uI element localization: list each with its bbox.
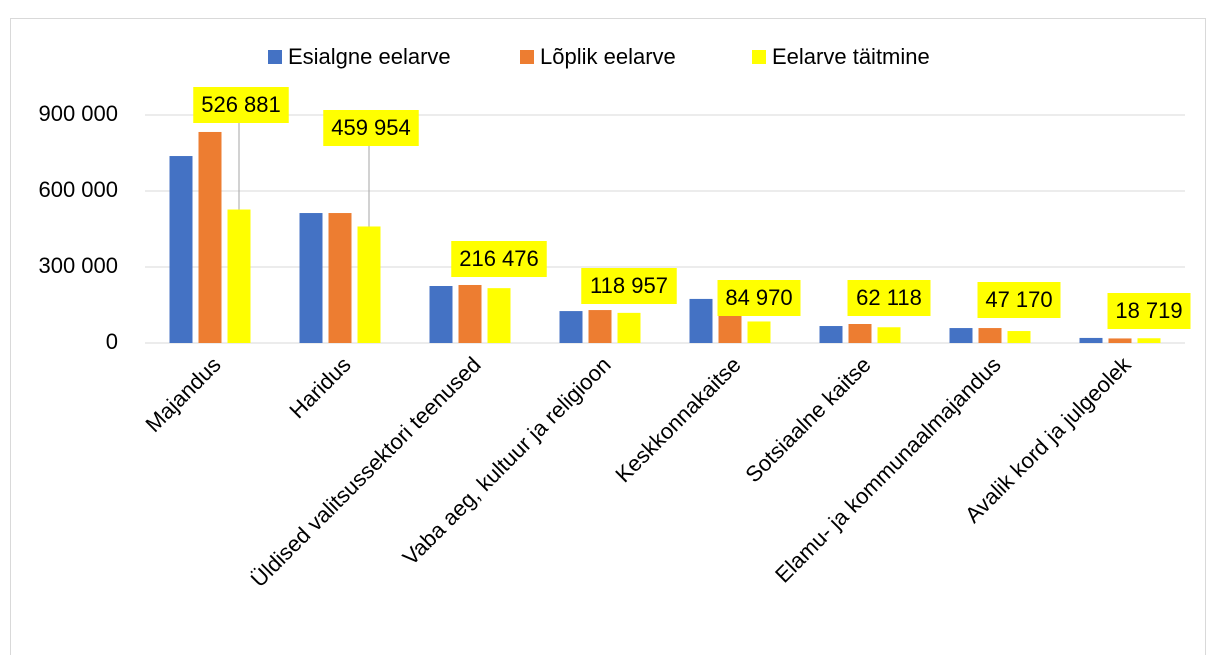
bar — [1007, 331, 1031, 343]
bar — [617, 312, 641, 343]
bar — [357, 226, 381, 343]
legend-swatch — [268, 50, 282, 64]
data-label: 84 970 — [725, 285, 792, 310]
data-label: 216 476 — [459, 246, 539, 271]
bar — [559, 311, 583, 343]
legend-label: Lõplik eelarve — [540, 44, 676, 69]
data-label-box — [1107, 293, 1191, 329]
data-label-box — [717, 280, 801, 316]
bar — [328, 213, 352, 343]
bar — [877, 327, 901, 343]
bar — [487, 288, 511, 343]
y-tick-label: 900 000 — [38, 101, 118, 126]
y-tick-label: 600 000 — [38, 177, 118, 202]
bar — [978, 328, 1002, 343]
bar — [227, 209, 251, 343]
bar — [848, 324, 872, 343]
y-tick-label: 300 000 — [38, 253, 118, 278]
legend-label: Esialgne eelarve — [288, 44, 451, 69]
bar — [169, 156, 193, 343]
y-tick-label: 0 — [106, 329, 118, 354]
data-label-box — [977, 282, 1061, 318]
bar — [299, 213, 323, 343]
data-label-box — [581, 268, 677, 304]
bar — [1137, 338, 1161, 343]
data-label: 459 954 — [331, 115, 411, 140]
bar — [458, 284, 482, 343]
bar — [1079, 337, 1103, 343]
legend-swatch — [520, 50, 534, 64]
legend-swatch — [752, 50, 766, 64]
bar — [819, 326, 843, 343]
data-label: 526 881 — [201, 92, 281, 117]
data-label: 118 957 — [590, 273, 668, 298]
bar — [588, 310, 612, 343]
bar — [198, 131, 222, 343]
data-label: 62 118 — [856, 285, 922, 310]
bar — [429, 286, 453, 343]
data-label: 18 719 — [1115, 298, 1182, 323]
bar — [949, 328, 973, 343]
data-label-box — [193, 87, 289, 123]
data-label-box — [451, 241, 547, 277]
bar — [747, 321, 771, 343]
bar — [718, 310, 742, 343]
legend-label: Eelarve täitmine — [772, 44, 930, 69]
data-label: 47 170 — [985, 287, 1052, 312]
data-label-box — [847, 280, 931, 316]
bar — [689, 298, 713, 343]
data-label-box — [323, 110, 419, 146]
bar — [1108, 338, 1132, 343]
